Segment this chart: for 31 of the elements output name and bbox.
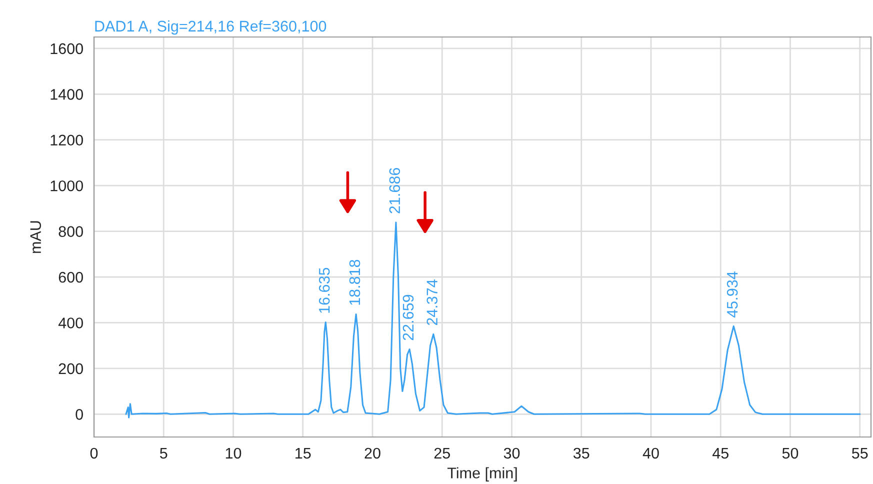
line-series <box>125 222 861 418</box>
y-tick-label: 400 <box>58 318 83 328</box>
x-tick-label: 15 <box>296 448 311 459</box>
y-tick-label: 1000 <box>50 180 83 192</box>
y-tick-label: 1200 <box>50 134 83 146</box>
y-tick-label: 1400 <box>50 89 83 100</box>
x-tick-label: 0 <box>90 448 98 459</box>
annotation: 24.374 <box>426 280 438 326</box>
x-tick-label: 40 <box>642 448 659 459</box>
chart-title: DAD1 A, Sig=214,16 Ref=360,100 <box>95 20 326 35</box>
x-tick-label: 35 <box>573 448 590 459</box>
x-tick-label: 25 <box>434 448 450 459</box>
x-tick-label: 55 <box>852 448 868 459</box>
annotation: 22.659 <box>402 294 414 340</box>
x-axis-title: Time [min] <box>447 467 517 482</box>
x-tick-label: 20 <box>364 448 380 459</box>
annotation: 45.934 <box>726 272 738 318</box>
x-tick-label: 45 <box>712 448 728 459</box>
y-tick-label: 1600 <box>50 43 83 54</box>
y-tick-label: 800 <box>58 226 83 237</box>
y-tick-label: 600 <box>58 272 83 283</box>
y-axis-title: mAU <box>30 221 42 253</box>
x-tick-label: 50 <box>782 448 798 459</box>
x-tick-label: 10 <box>226 448 242 459</box>
annotation: 16.635 <box>318 268 330 313</box>
x-tick-label: 5 <box>160 448 168 459</box>
annotation: 21.686 <box>389 168 400 214</box>
y-tick-label: 200 <box>58 363 83 374</box>
x-tick-label: 30 <box>504 448 520 459</box>
y-tick-label: 0 <box>76 409 83 420</box>
annotation: 18.818 <box>349 260 360 305</box>
